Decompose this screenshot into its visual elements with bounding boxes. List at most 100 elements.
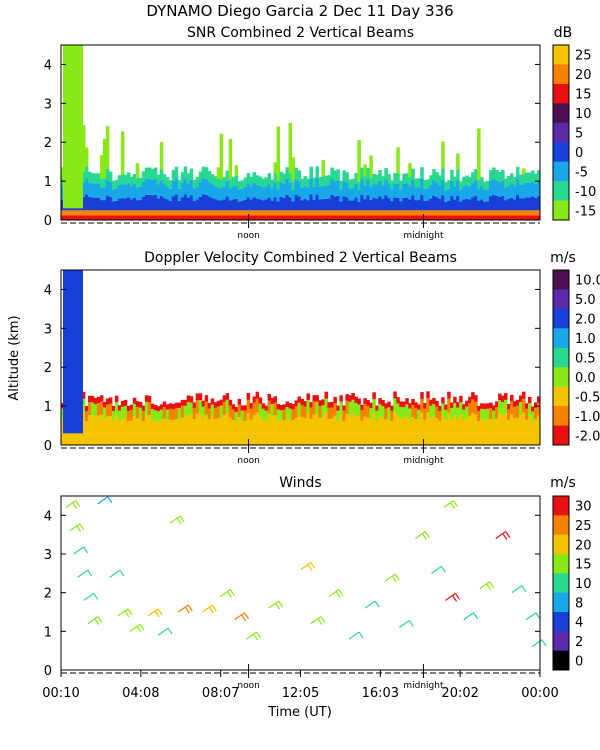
heatmap-cell	[222, 414, 227, 434]
heatmap-cell	[435, 418, 439, 434]
heatmap-cell	[61, 199, 65, 211]
heatmap-cell	[96, 173, 101, 184]
heatmap-cell	[270, 179, 275, 189]
heatmap-cell	[135, 200, 140, 211]
heatmap-cell	[147, 433, 152, 445]
heatmap-cell	[444, 404, 448, 410]
heatmap-cell	[396, 210, 400, 216]
y-tick-label: 0	[44, 664, 52, 679]
heatmap-cell	[201, 210, 206, 216]
heatmap-cell	[114, 188, 119, 201]
heatmap-cell	[159, 420, 164, 434]
heatmap-cell	[354, 433, 358, 445]
heatmap-cell	[165, 186, 170, 200]
plot-area	[65, 496, 547, 648]
heatmap-cell	[156, 174, 161, 185]
heatmap-cell	[126, 182, 131, 198]
heatmap-cell	[378, 210, 382, 216]
heatmap-cell	[207, 210, 212, 216]
heatmap-cell	[105, 169, 110, 181]
heatmap-cell	[429, 198, 433, 211]
heatmap-cell	[147, 210, 152, 216]
heatmap-cell	[354, 183, 358, 198]
heatmap-cell	[150, 419, 155, 434]
heatmap-cell	[327, 433, 331, 445]
heatmap-cell	[486, 180, 490, 190]
heatmap-cell	[225, 170, 230, 182]
heatmap-cell	[210, 184, 215, 199]
heatmap-cell	[426, 200, 430, 211]
heatmap-cell	[432, 180, 436, 196]
heatmap-cell	[186, 197, 191, 211]
heatmap-cell	[402, 197, 406, 211]
heatmap-cell	[534, 419, 538, 434]
heatmap-cell	[168, 188, 173, 201]
heatmap-cell	[414, 402, 418, 408]
heatmap-cell	[210, 398, 215, 405]
heatmap-cell	[531, 181, 535, 197]
heatmap-cell	[336, 433, 340, 445]
heatmap-cell	[450, 419, 454, 434]
heatmap-cell	[105, 416, 110, 434]
wind-barb	[479, 581, 495, 591]
heatmap-cell	[480, 408, 484, 420]
heatmap-cell	[390, 189, 394, 202]
heatmap-cell	[351, 215, 355, 220]
heatmap-cell	[528, 172, 532, 183]
heatmap-cell	[129, 404, 134, 410]
heatmap-cell	[105, 398, 110, 405]
heatmap-cell	[273, 162, 278, 173]
heatmap-cell	[120, 210, 125, 216]
heatmap-cell	[504, 433, 508, 445]
heatmap-cell	[204, 194, 209, 211]
heatmap-cell	[198, 182, 203, 197]
heatmap-cell	[495, 180, 499, 197]
heatmap-cell	[159, 169, 164, 181]
heatmap-cell	[264, 199, 269, 211]
heatmap-cell	[282, 420, 287, 434]
heatmap-cell	[141, 171, 146, 182]
heatmap-cell	[435, 215, 439, 220]
heatmap-cell	[375, 215, 379, 220]
heatmap-cell	[333, 396, 337, 404]
heatmap-cell	[69, 210, 74, 216]
heatmap-cell	[381, 199, 385, 211]
heatmap-cell	[414, 407, 418, 420]
heatmap-cell	[375, 184, 379, 199]
noon-label: noon	[237, 681, 259, 691]
heatmap-cell	[78, 433, 83, 445]
heatmap-cell	[519, 198, 523, 211]
heatmap-cell	[207, 170, 212, 182]
heatmap-cell	[366, 405, 370, 418]
heatmap-cell	[363, 215, 367, 220]
heatmap-cell	[81, 215, 86, 220]
heatmap-cell	[129, 433, 134, 445]
wind-barb	[268, 600, 284, 610]
heatmap-cell	[237, 201, 242, 211]
heatmap-cell	[258, 185, 263, 200]
heatmap-cell	[132, 416, 137, 434]
heatmap-cell	[93, 183, 98, 198]
heatmap-cell	[393, 215, 397, 220]
heatmap-cell	[255, 210, 260, 216]
y-axis-label: Altitude (km)	[7, 315, 22, 400]
heatmap-cell	[237, 181, 242, 190]
heatmap-cell	[312, 177, 316, 187]
heatmap-cell	[216, 406, 221, 419]
heatmap-cell	[504, 413, 508, 434]
heatmap-cell	[534, 197, 538, 211]
heatmap-cell	[471, 399, 475, 413]
heatmap-cell	[240, 210, 245, 216]
heatmap-cell	[426, 188, 430, 201]
wind-barb	[364, 600, 380, 609]
heatmap-cell	[459, 201, 463, 211]
heatmap-cell	[363, 416, 367, 434]
heatmap-cell	[105, 180, 110, 196]
heatmap-cell	[504, 178, 508, 188]
heatmap-cell	[261, 408, 266, 420]
wind-barb	[177, 604, 193, 614]
heatmap-cell	[447, 398, 451, 413]
heatmap-cell	[225, 413, 230, 434]
heatmap-cell	[61, 210, 65, 216]
heatmap-cell	[216, 167, 221, 179]
